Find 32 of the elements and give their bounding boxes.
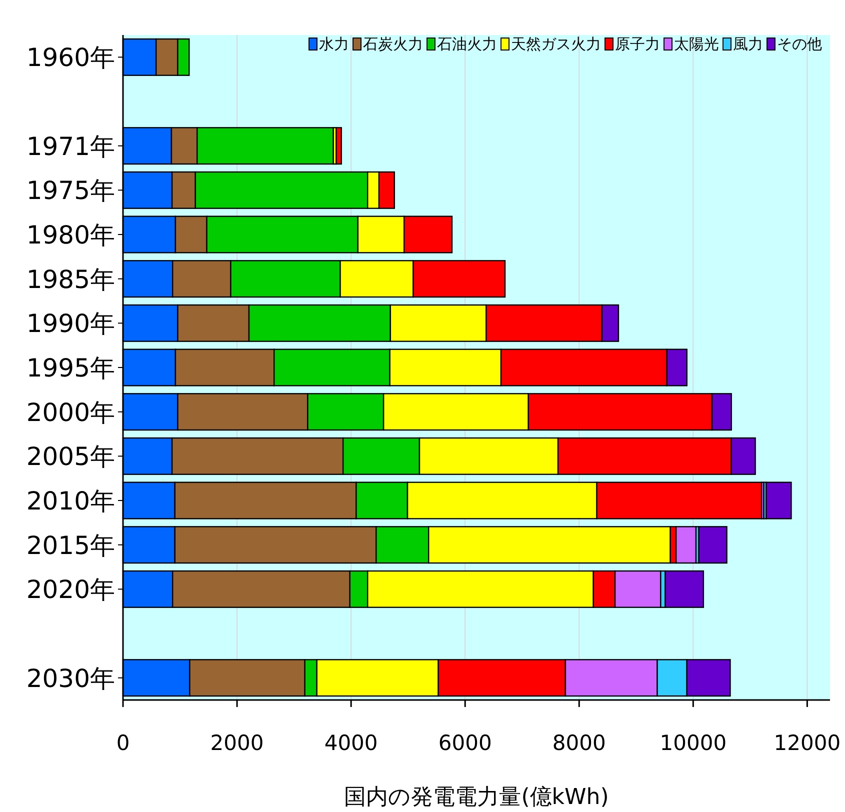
xtick: 4000 [324, 731, 378, 755]
legend-label: 天然ガス火力 [511, 35, 601, 53]
legend-label: 太陽光 [674, 35, 719, 53]
y-tick-label: 2000年 [26, 398, 115, 427]
y-tick-label: 1985年 [26, 264, 115, 294]
y-tick-label: 1960年 [26, 43, 115, 72]
y-tick-label: 1980年 [26, 220, 115, 250]
y-tick-label: 1995年 [26, 354, 115, 382]
legend-label: 水力 [319, 35, 349, 53]
xtick: 8000 [552, 731, 606, 755]
xtick: 6000 [438, 731, 492, 755]
y-tick-label: 2015年 [26, 530, 115, 560]
xtick: 2000 [210, 731, 264, 755]
y-tick-label: 1971年 [26, 132, 115, 161]
y-tick-label: 2020年 [26, 575, 115, 604]
bar [698, 526, 728, 564]
xtick: 0 [116, 731, 130, 755]
legend-label: その他 [777, 35, 822, 53]
y-tick-label: 1990年 [26, 309, 115, 338]
y-tick-label: 2010年 [26, 486, 115, 516]
legend-label: 石油火力 [437, 35, 497, 53]
bar [766, 482, 792, 520]
legend-label: 石炭火力 [363, 35, 423, 53]
legend-label: 風力 [733, 35, 763, 53]
xtick: 12000 [774, 731, 841, 755]
legend-label: 原子力 [615, 35, 660, 53]
xtick: 10000 [660, 731, 727, 755]
y-tick-label: 2030年 [26, 664, 115, 693]
x-axis-title: 国内の発電電力量(億kWh) [344, 785, 609, 810]
bar [336, 127, 342, 165]
y-tick-label: 1975年 [26, 176, 115, 206]
y-tick-label: 2005年 [26, 442, 115, 472]
